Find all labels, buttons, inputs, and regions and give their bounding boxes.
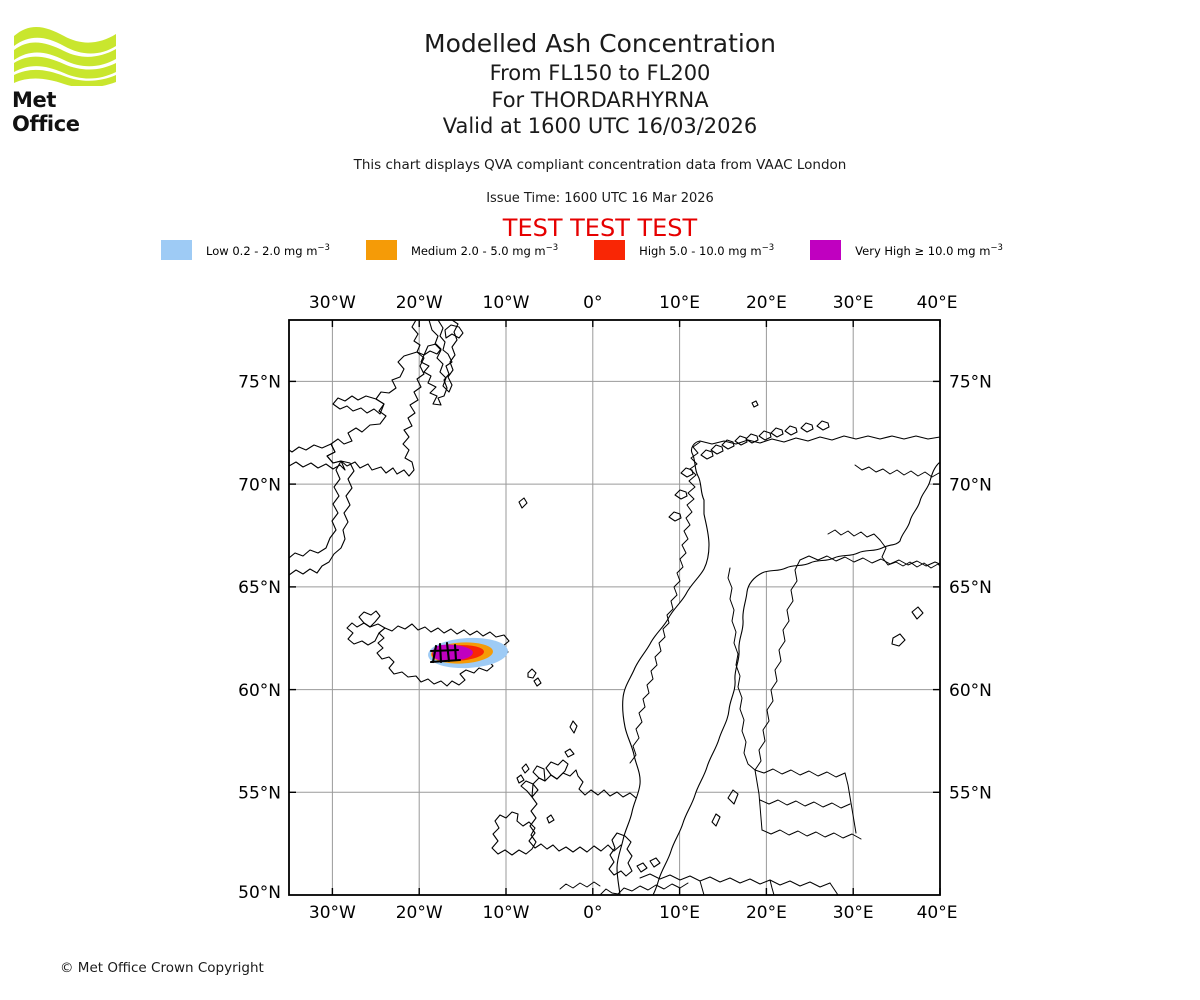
y-tick-right-0: 55°N [949,784,992,804]
ash-plume [428,637,508,669]
plume-contour-medium [431,642,493,664]
y-axis-labels-left: 50°N 55°N 60°N 65°N 70°N 75°N [238,373,281,903]
x-tick-bottom-5: 20°E [746,903,787,923]
x-tick-top-4: 10°E [659,293,700,313]
legend-label-low: Low 0.2 - 2.0 mg m−3 [206,242,330,258]
legend-item-high: High 5.0 - 10.0 mg m−3 [594,240,810,260]
x-tick-top-5: 20°E [746,293,787,313]
x-tick-top-0: 30°W [309,293,356,313]
map-frame [288,319,941,896]
legend-item-medium: Medium 2.0 - 5.0 mg m−3 [365,240,594,260]
map-ticks [289,320,941,895]
plume-contour-very-high [432,644,473,662]
flight-level-range: From FL150 to FL200 [489,61,711,85]
concentration-legend: Low 0.2 - 2.0 mg m−3 Medium 2.0 - 5.0 mg… [0,240,1200,260]
page-title: Modelled Ash Concentration [424,29,776,58]
plume-contour-low [428,637,508,669]
x-tick-top-6: 30°E [833,293,874,313]
x-tick-bottom-4: 10°E [659,903,700,923]
legend-item-very-high: Very High ≥ 10.0 mg m−3 [810,240,1039,260]
x-axis-labels-top: 30°W 20°W 10°W 0° 10°E 20°E 30°E 40°E [309,293,958,313]
x-tick-bottom-2: 10°W [483,903,530,923]
chart-subtitle: This chart displays QVA compliant concen… [353,157,847,173]
x-tick-top-1: 20°W [396,293,443,313]
map-plot-area [289,320,940,895]
met-office-logo: Met Office [12,22,122,136]
plume-core-fill [433,646,462,658]
y-tick-left-1: 55°N [238,784,281,804]
legend-swatch-high [594,240,626,260]
y-tick-left-2: 60°N [238,681,281,701]
legend-swatch-medium [365,240,397,260]
legend-label-high: High 5.0 - 10.0 mg m−3 [639,242,775,258]
plume-contour-high [432,645,484,661]
x-axis-labels-bottom: 30°W 20°W 10°W 0° 10°E 20°E 30°E 40°E [309,903,958,923]
y-tick-left-5: 75°N [238,373,281,393]
y-tick-right-3: 70°N [949,475,992,495]
y-tick-left-3: 65°N [238,578,281,598]
issue-time: Issue Time: 1600 UTC 16 Mar 2026 [486,191,714,206]
y-tick-right-4: 75°N [949,373,992,393]
volcano-source-marker [429,641,462,664]
y-tick-left-4: 70°N [238,475,281,495]
y-tick-left-0: 50°N [238,883,281,903]
y-tick-right-1: 60°N [949,681,992,701]
map-graticule [289,320,940,895]
valid-time: Valid at 1600 UTC 16/03/2026 [442,114,758,138]
legend-label-medium: Medium 2.0 - 5.0 mg m−3 [410,242,559,258]
volcano-name: For THORDARHYRNA [491,87,709,112]
x-tick-top-7: 40°E [917,293,958,313]
met-office-wave-mark [14,26,116,88]
y-axis-labels-right: 55°N 60°N 65°N 70°N 75°N [949,373,992,804]
copyright-notice: © Met Office Crown Copyright [60,960,264,976]
legend-label-very-high: Very High ≥ 10.0 mg m−3 [855,242,1003,258]
x-tick-bottom-0: 30°W [309,903,356,923]
x-tick-bottom-3: 0° [583,903,602,923]
legend-swatch-low [161,240,193,260]
y-tick-right-2: 65°N [949,578,992,598]
map-coastlines [289,320,940,895]
x-tick-bottom-6: 30°E [833,903,874,923]
x-tick-bottom-7: 40°E [917,903,958,923]
test-banner: TEST TEST TEST [502,214,698,242]
x-tick-top-3: 0° [583,293,602,313]
met-office-wordmark: Met Office [12,88,80,136]
legend-item-low: Low 0.2 - 2.0 mg m−3 [161,240,366,260]
x-tick-bottom-1: 20°W [396,903,443,923]
x-tick-top-2: 10°W [483,293,530,313]
legend-swatch-very-high [810,240,842,260]
title-block: Modelled Ash Concentration From FL150 to… [0,28,1200,140]
